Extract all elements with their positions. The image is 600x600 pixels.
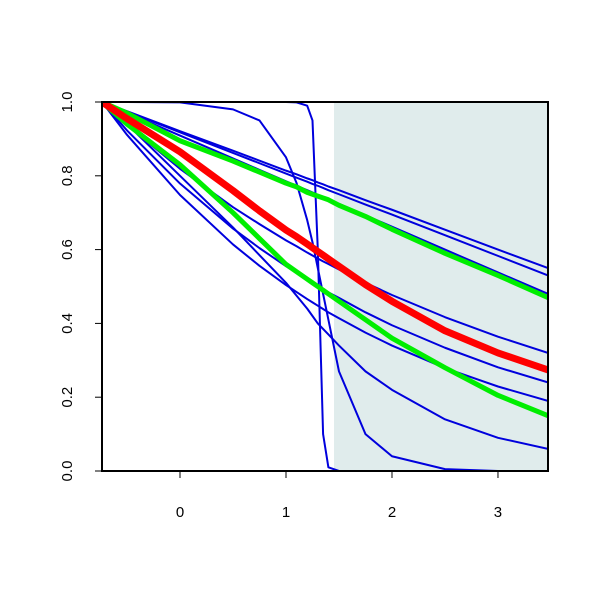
plot-box xyxy=(101,101,549,472)
y-tick-label: 0.0 xyxy=(59,461,76,482)
x-tick-label: 2 xyxy=(388,504,396,521)
y-tick-label: 0.6 xyxy=(59,239,76,260)
curve xyxy=(102,102,548,450)
curve xyxy=(102,102,548,270)
curve xyxy=(102,102,548,419)
curve xyxy=(102,102,548,402)
y-tick-label: 1.0 xyxy=(59,92,76,113)
y-tick-label: 0.2 xyxy=(59,387,76,408)
y-tick-label: 0.8 xyxy=(59,165,76,186)
curve xyxy=(102,102,548,301)
x-tick-label: 0 xyxy=(176,504,184,521)
curve xyxy=(102,102,548,354)
lines xyxy=(102,102,548,471)
x-tick-label: 1 xyxy=(282,504,290,521)
x-tick-label: 3 xyxy=(494,504,502,521)
y-tick-label: 0.4 xyxy=(59,313,76,334)
curve xyxy=(102,102,548,374)
curve xyxy=(102,102,548,471)
curve xyxy=(102,102,548,277)
